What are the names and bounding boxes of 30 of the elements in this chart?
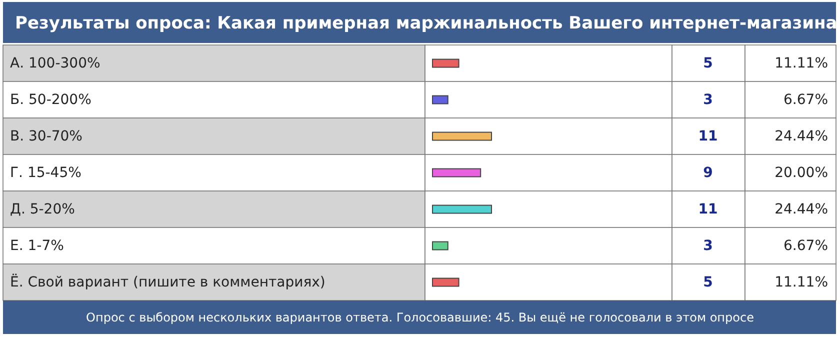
data-label: 11 <box>698 128 718 144</box>
data-label: 3 <box>703 238 713 254</box>
bar <box>432 132 492 141</box>
data-label: 11 <box>698 201 718 218</box>
text: 6.67% <box>784 238 828 254</box>
text: 20.00% <box>774 164 828 181</box>
y-tick-label: Ё. Свой вариант (пишите в комментариях) <box>10 273 326 290</box>
bar <box>432 95 448 104</box>
bar <box>432 241 448 250</box>
y-tick-label: А. 100-300% <box>10 55 100 72</box>
text: 24.44% <box>774 201 828 218</box>
text: 11.11% <box>774 274 828 290</box>
data-label: 9 <box>703 164 713 181</box>
bar <box>432 278 460 287</box>
bar <box>432 204 492 214</box>
y-tick-label: В. 30-70% <box>10 128 82 144</box>
y-tick-label: Г. 15-45% <box>10 164 82 181</box>
data-label: 5 <box>703 55 713 72</box>
text: 11.11% <box>774 55 828 72</box>
data-label: 3 <box>703 92 713 108</box>
text: 6.67% <box>784 92 828 108</box>
bar <box>432 58 460 68</box>
y-tick-label: Д. 5-20% <box>10 201 75 218</box>
data-label: 5 <box>703 274 713 290</box>
chart-title: Результаты опроса: Какая примерная маржинальность Вашего интернет-магазина <box>15 14 838 34</box>
bar <box>432 168 482 178</box>
text: Опрос с выбором нескольких вариантов ответа. Голосовавшие: 45. Вы ещё не голосовали в этом опросе <box>86 310 754 324</box>
y-tick-label: Б. 50-200% <box>10 92 92 108</box>
text: 24.44% <box>774 128 828 144</box>
y-tick-label: Е. 1-7% <box>10 238 64 254</box>
